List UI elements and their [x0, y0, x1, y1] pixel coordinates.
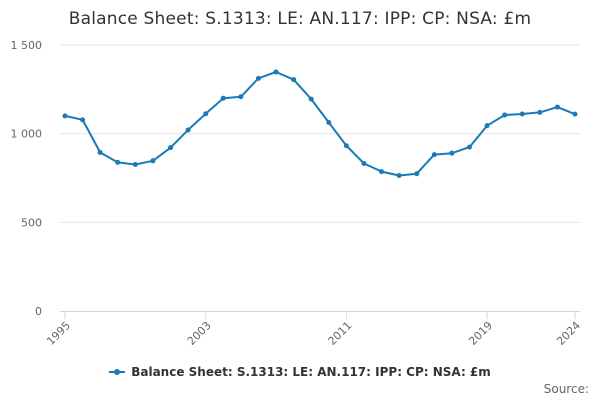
y-tick-label: 1 500 — [11, 39, 43, 52]
data-point — [220, 95, 226, 101]
data-point — [168, 145, 174, 151]
data-point — [449, 150, 455, 156]
data-point — [484, 123, 490, 129]
data-point — [572, 111, 578, 117]
data-point — [502, 112, 508, 118]
y-tick-label: 0 — [35, 305, 42, 318]
data-point — [537, 109, 543, 115]
data-point — [97, 149, 103, 155]
data-point — [203, 111, 209, 117]
data-point — [554, 104, 560, 110]
data-point — [185, 127, 191, 133]
data-point — [431, 152, 437, 158]
legend-line-marker-icon — [109, 367, 126, 377]
data-point — [291, 77, 297, 83]
data-point — [132, 162, 138, 168]
data-point — [80, 117, 86, 123]
y-tick-label: 1 000 — [11, 128, 43, 141]
data-point — [379, 169, 385, 175]
chart-legend[interactable]: Balance Sheet: S.1313: LE: AN.117: IPP: … — [0, 365, 600, 379]
y-tick-label: 500 — [21, 216, 42, 229]
data-point — [255, 75, 261, 81]
chart-title: Balance Sheet: S.1313: LE: AN.117: IPP: … — [68, 9, 532, 29]
x-tick-label: 2019 — [466, 319, 495, 348]
data-point — [519, 111, 525, 117]
data-point — [115, 159, 121, 165]
data-point — [414, 171, 420, 177]
data-point — [62, 113, 68, 119]
data-point — [343, 143, 349, 149]
source-label: Source: — [543, 382, 589, 396]
x-tick-label: 2011 — [326, 319, 355, 348]
data-point — [273, 69, 279, 75]
legend-series-label: Balance Sheet: S.1313: LE: AN.117: IPP: … — [131, 365, 491, 379]
data-point — [466, 144, 472, 150]
data-point — [396, 173, 402, 179]
x-tick-label: 1995 — [44, 319, 73, 348]
data-point — [238, 94, 244, 100]
data-point — [326, 119, 332, 125]
x-tick-label: 2024 — [554, 319, 583, 348]
x-tick-label: 2003 — [185, 319, 214, 348]
data-point — [150, 158, 156, 164]
data-point — [308, 96, 314, 102]
data-point — [361, 160, 367, 166]
series-line — [64, 71, 576, 177]
